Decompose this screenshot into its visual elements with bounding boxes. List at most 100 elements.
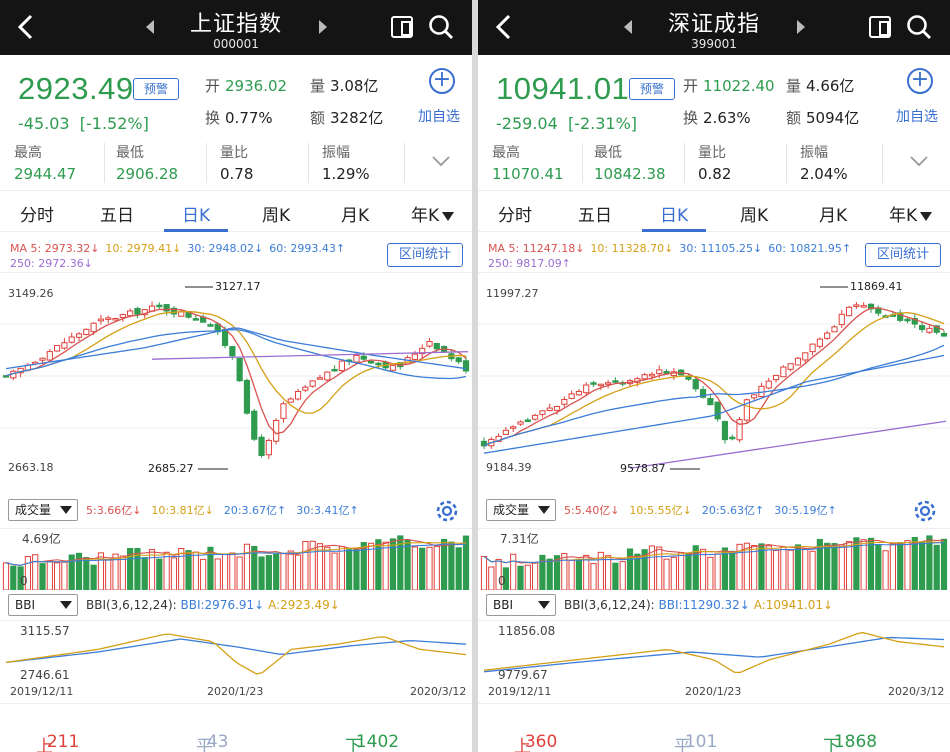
tab-weekly-k[interactable]: 周K [262,206,291,226]
candle [156,304,163,308]
volume-bar [382,541,389,590]
open-price: 开 11022.40 [683,77,775,95]
volume-bar [510,553,517,590]
volume-bar [641,549,648,590]
prev-arrow-icon[interactable] [145,19,155,35]
legend-entry: 250: 2972.36↓ [10,257,93,270]
volume-bar [346,549,353,590]
divider [404,143,405,183]
prev-arrow-icon[interactable] [623,19,633,35]
candlestick-chart[interactable] [0,272,472,494]
next-arrow-icon[interactable] [796,19,806,35]
tab-intraday[interactable]: 分时 [20,206,54,226]
tab-intraday[interactable]: 分时 [498,206,532,226]
candle [39,357,46,361]
ma250-line [629,420,947,469]
volume-bar [448,541,455,590]
volume-bar [39,563,46,590]
tab-monthly-k[interactable]: 月K [341,206,370,226]
current-price: 10941.01 [496,71,630,106]
add-favorite-button[interactable]: 加自选 [418,109,460,125]
back-arrow-icon[interactable] [14,13,38,41]
volume-bar [488,566,495,590]
chevron-down-icon[interactable] [432,155,450,167]
amount: 额 3282亿 [310,109,384,127]
tab-five-day[interactable]: 五日 [100,206,134,226]
rising-count[interactable]: 上涨 211家 [36,732,80,752]
volume-bar [736,543,743,590]
tab-daily-k[interactable]: 日K [660,206,689,226]
landscape-icon[interactable] [868,14,892,40]
tab-five-day[interactable]: 五日 [578,206,612,226]
flat-count[interactable]: 平盘 43家 [196,732,229,752]
gear-icon[interactable] [434,498,460,524]
candle [178,311,185,317]
volume-bar [353,548,360,590]
volume-bar [765,545,772,590]
falling-count[interactable]: 下跌 1868家 [823,732,878,752]
tab-yearly-k[interactable]: 年K [889,201,933,226]
candle [590,382,597,385]
candle [324,371,331,381]
volume-bar [714,553,721,590]
alert-button[interactable]: 预警 [629,78,675,100]
volume-bar [258,556,265,590]
candle [918,325,926,330]
volume-bar [389,538,397,590]
volume-bar [207,546,214,590]
volume-dropdown[interactable]: 成交量 [486,499,556,521]
volume-dropdown[interactable]: 成交量 [8,499,78,521]
alert-button[interactable]: 预警 [133,78,179,100]
date-end: 2020/3/12 [888,685,945,698]
volume-bar [553,555,561,590]
volume-bar [433,545,440,590]
candle [583,384,590,394]
volume-bar [61,561,68,590]
candlestick-chart[interactable] [478,272,950,494]
back-arrow-icon[interactable] [492,13,516,41]
date-end: 2020/3/12 [410,685,467,698]
tab-monthly-k[interactable]: 月K [819,206,848,226]
turnover-rate: 换 0.77% [205,109,273,127]
volume-bar [867,537,875,590]
range-stats-button[interactable]: 区间统计 [865,243,941,267]
landscape-icon[interactable] [390,14,414,40]
search-icon[interactable] [427,13,455,41]
ma-line [5,308,467,435]
flat-count[interactable]: 平盘 101家 [674,732,718,752]
volume-bar [119,555,126,590]
tab-daily-k[interactable]: 日K [182,206,211,226]
candle [192,318,199,321]
next-arrow-icon[interactable] [318,19,328,35]
candle [860,305,867,308]
volume-bar [236,556,243,590]
index-code: 000001 [213,37,259,51]
legend-entry: 20:3.67亿↑ [223,504,287,517]
volume-bar [568,559,575,590]
gear-icon[interactable] [912,498,938,524]
stat-low: 最低 2906.28 [116,145,179,183]
rising-count[interactable]: 上涨 360家 [514,732,558,752]
chevron-down-icon[interactable] [910,155,928,167]
candle [510,426,517,429]
y-axis-top: 11997.27 [486,287,539,300]
stat-volume-ratio: 量比 0.82 [698,145,732,183]
legend-entry: MA 5: 11247.18↓ [488,242,585,255]
plus-circle-icon[interactable]: + [429,68,455,94]
plus-circle-icon[interactable]: + [907,68,933,94]
tab-weekly-k[interactable]: 周K [740,206,769,226]
range-stats-button[interactable]: 区间统计 [387,243,463,267]
search-icon[interactable] [905,13,933,41]
volume-bar [612,562,619,590]
bbi-dropdown[interactable]: BBI [486,594,556,616]
volume-bar [46,560,53,590]
add-favorite-button[interactable]: 加自选 [896,109,938,125]
divider [206,143,207,183]
tab-yearly-k[interactable]: 年K [411,201,455,226]
falling-count[interactable]: 下跌 1402家 [345,732,400,752]
bbi-dropdown[interactable]: BBI [8,594,78,616]
candle [568,393,575,399]
candle [112,317,119,321]
ma60-line [483,354,945,454]
candle [539,410,546,415]
